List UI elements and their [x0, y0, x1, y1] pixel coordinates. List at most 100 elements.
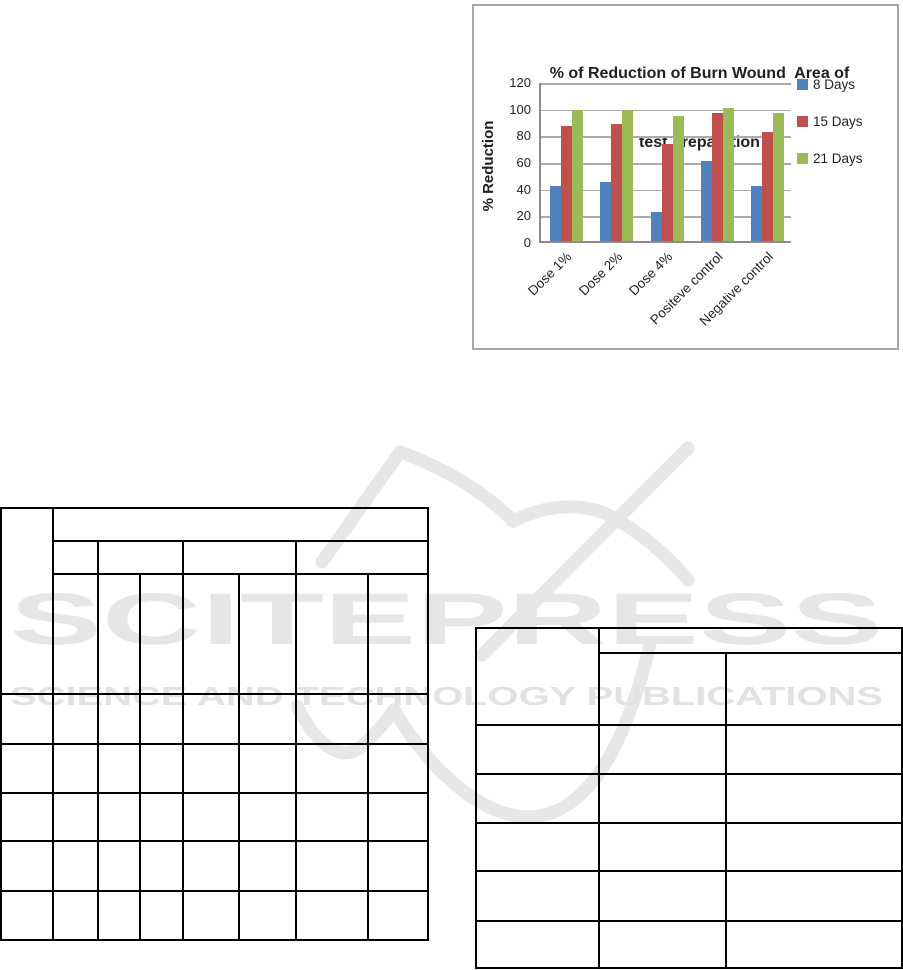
table-row — [0, 507, 430, 695]
table-cell — [238, 890, 297, 941]
table-row — [0, 693, 430, 745]
bar-8-days-dose-4- — [650, 211, 662, 241]
table-cell — [598, 652, 727, 726]
table-cell — [182, 540, 297, 575]
table-cell — [598, 822, 727, 872]
bar-21-days-dose-4- — [672, 115, 684, 241]
table-cell — [725, 773, 903, 824]
table-cell — [182, 792, 240, 842]
table-cell — [139, 792, 184, 842]
chart-title-line1: % of Reduction of Burn Wound Area of — [549, 65, 850, 82]
table-cell — [0, 743, 54, 794]
gridline — [541, 83, 791, 85]
bar-8-days-dose-2- — [600, 182, 612, 241]
table-cell — [366, 743, 430, 794]
left-data-table — [0, 507, 430, 941]
table-cell — [238, 693, 297, 745]
table-cell — [182, 693, 240, 745]
table-row — [0, 840, 430, 892]
table-cell — [97, 890, 141, 941]
legend-swatch — [797, 152, 808, 164]
bar-15-days-dose-1- — [560, 126, 572, 241]
table-cell — [52, 840, 99, 892]
y-tick-label: 20 — [516, 208, 531, 224]
table-row — [475, 724, 903, 775]
plot-area — [539, 83, 791, 243]
bar-8-days-positeve-control — [700, 161, 712, 241]
table-cell — [0, 840, 54, 892]
y-tick-label: 60 — [516, 155, 531, 170]
table-cell — [366, 693, 430, 745]
table-cell — [238, 573, 297, 695]
bar-21-days-dose-2- — [622, 110, 634, 241]
legend-item: 15 Days — [797, 114, 863, 129]
table-cell — [97, 573, 141, 695]
right-data-table — [475, 627, 903, 969]
table-cell — [598, 627, 903, 654]
table-cell — [97, 693, 141, 745]
table-row — [475, 822, 903, 872]
table-row — [475, 870, 903, 922]
y-tick-label: 80 — [516, 128, 531, 144]
table-cell — [0, 507, 54, 695]
table-cell — [598, 773, 727, 824]
x-category-label: Dose 2% — [575, 249, 626, 299]
table-cell — [139, 693, 184, 745]
y-tick-label: 120 — [509, 75, 531, 90]
table-row — [475, 627, 903, 726]
table-cell — [182, 573, 240, 695]
table-cell — [295, 890, 369, 941]
table-cell — [97, 840, 141, 892]
legend-item: 8 Days — [797, 76, 863, 92]
bar-8-days-negative-control — [751, 186, 763, 241]
legend-swatch — [797, 115, 808, 127]
table-cell — [182, 743, 240, 794]
table-row — [475, 773, 903, 824]
y-axis-tick-labels: 0 20 40 60 80 100 120 — [474, 6, 531, 348]
burn-wound-reduction-chart: % of Reduction of Burn Wound Area of tes… — [472, 4, 899, 350]
table-cell — [0, 890, 54, 941]
x-category-label: Dose 4% — [626, 249, 676, 299]
bar-21-days-positeve-control — [722, 107, 734, 241]
table-cell — [475, 627, 600, 726]
table-cell — [295, 693, 369, 745]
y-tick-label: 40 — [516, 181, 531, 197]
table-cell — [238, 743, 297, 794]
table-row — [475, 920, 903, 969]
table-cell — [598, 920, 727, 969]
table-cell — [366, 573, 430, 695]
table-cell — [0, 792, 54, 842]
y-tick-label: 100 — [509, 101, 531, 117]
bar-15-days-negative-control — [762, 131, 774, 241]
legend-label: 8 Days — [813, 76, 856, 92]
bar-15-days-positeve-control — [711, 113, 723, 241]
legend-label: 21 Days — [813, 150, 863, 166]
table-cell — [598, 724, 727, 775]
table-cell — [295, 743, 369, 794]
table-cell — [294, 540, 430, 575]
table-cell — [725, 724, 903, 775]
table-cell — [238, 840, 297, 892]
table-cell — [475, 870, 600, 922]
gridline — [541, 109, 791, 112]
table-row — [0, 792, 430, 842]
table-cell — [475, 773, 600, 824]
table-cell — [52, 792, 99, 842]
table-cell — [139, 840, 184, 892]
table-cell — [182, 890, 240, 941]
table-cell — [295, 840, 369, 892]
bar-21-days-negative-control — [773, 113, 785, 241]
table-cell — [725, 822, 903, 872]
table-cell — [97, 540, 184, 575]
table-cell — [182, 840, 240, 892]
table-cell — [475, 724, 600, 775]
table-cell — [238, 792, 297, 842]
bar-8-days-dose-1- — [549, 186, 561, 241]
gridline — [541, 136, 791, 138]
legend-swatch — [797, 78, 808, 90]
table-cell — [97, 792, 141, 842]
table-cell — [52, 743, 99, 794]
table-cell — [366, 840, 430, 892]
table-cell — [475, 822, 600, 872]
table-cell — [366, 792, 430, 842]
